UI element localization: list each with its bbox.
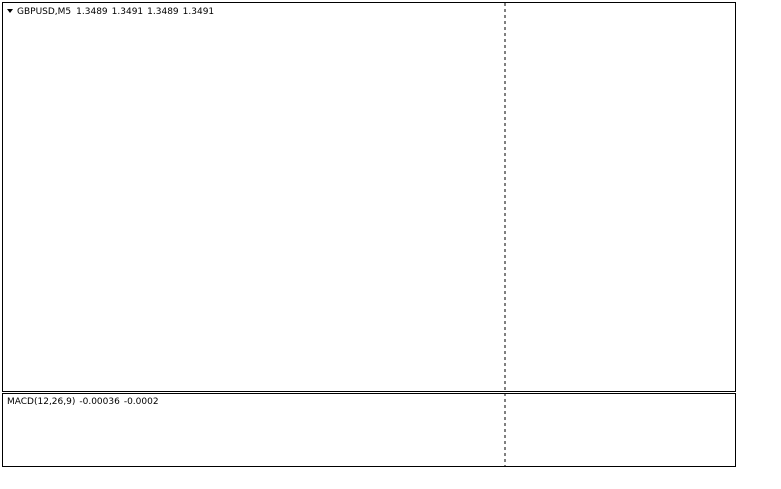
- main-panel-frame: [2, 2, 736, 392]
- macd-panel-frame: [2, 393, 736, 467]
- macd-title: MACD(12,26,9): [7, 397, 75, 407]
- symbol: GBPUSD,M5: [17, 7, 71, 17]
- open: 1.3489: [76, 7, 108, 17]
- menu-arrow[interactable]: [7, 9, 13, 13]
- low: 1.3489: [147, 7, 179, 17]
- close: 1.3491: [183, 7, 215, 17]
- macd-main: -0.00036: [79, 397, 120, 407]
- macd-signal: -0.0002: [124, 397, 159, 407]
- symbol-header: GBPUSD,M5 1.3489 1.3491 1.3489 1.3491: [17, 7, 214, 17]
- macd-header: MACD(12,26,9) -0.00036 -0.0002: [7, 397, 159, 407]
- high: 1.3491: [112, 7, 144, 17]
